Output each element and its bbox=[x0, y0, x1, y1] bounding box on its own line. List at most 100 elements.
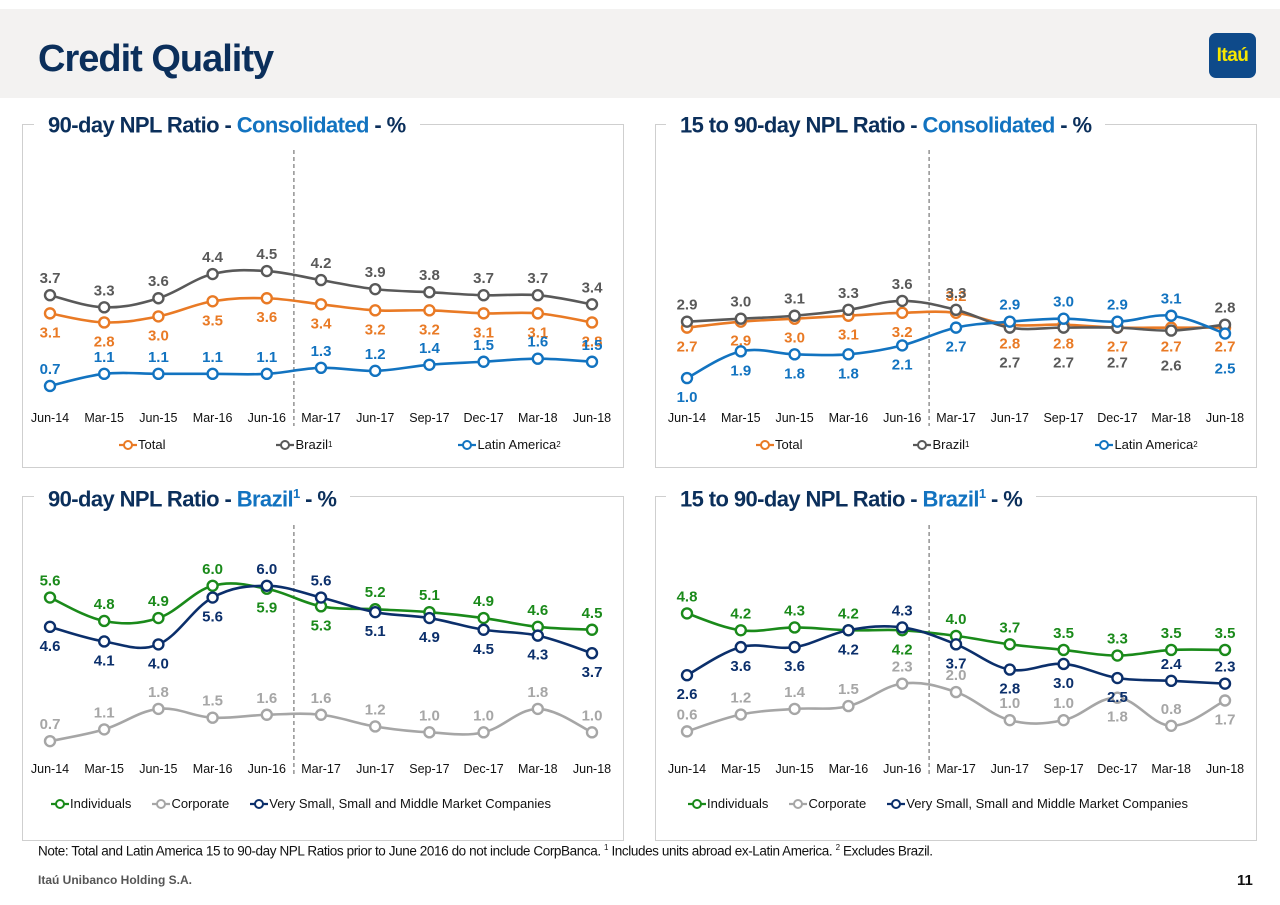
legend-sup: 1 bbox=[327, 440, 333, 449]
data-label-corporate: 1.2 bbox=[730, 690, 751, 707]
data-point-total bbox=[477, 307, 490, 320]
x-tick-label: Sep-17 bbox=[409, 411, 449, 425]
data-label-brazil: 3.7 bbox=[473, 270, 494, 287]
title-sup: 1 bbox=[293, 486, 300, 501]
data-point-corporate bbox=[152, 702, 165, 716]
data-label-brazil: 4.4 bbox=[202, 249, 224, 266]
data-label-total: 3.0 bbox=[784, 330, 805, 347]
data-label-total: 3.6 bbox=[256, 309, 277, 326]
data-label-total: 2.7 bbox=[1215, 339, 1236, 356]
data-point-total bbox=[585, 316, 599, 329]
data-point-smb bbox=[1057, 657, 1070, 671]
data-label-brazil: 3.1 bbox=[784, 291, 805, 308]
x-tick-label: Jun-16 bbox=[883, 762, 921, 776]
header-bar bbox=[0, 9, 1280, 98]
legend-item-total: Total bbox=[755, 437, 802, 452]
data-point-latam bbox=[1218, 327, 1232, 340]
data-label-smb: 4.6 bbox=[40, 638, 61, 655]
data-point-individuals bbox=[585, 623, 599, 636]
x-tick-label: Sep-17 bbox=[409, 762, 449, 776]
x-tick-label: Mar-17 bbox=[936, 411, 976, 425]
data-point-corporate bbox=[1218, 694, 1232, 707]
title-accent: Brazil bbox=[922, 486, 980, 512]
data-label-smb: 4.3 bbox=[892, 602, 913, 619]
data-point-smb bbox=[43, 620, 57, 634]
chart-npl15-90-brazil: Jun-14 Mar-15 Jun-15 Mar-16 Jun-16 Mar-17 Jun-… bbox=[668, 525, 1244, 777]
data-point-latam bbox=[152, 367, 165, 381]
data-label-total: 3.2 bbox=[419, 321, 440, 338]
data-point-corporate bbox=[97, 723, 111, 736]
legend-label: Corporate bbox=[171, 796, 230, 811]
data-point-smb bbox=[260, 579, 274, 592]
x-tick-label: Mar-16 bbox=[193, 411, 233, 425]
legend-label: Brazil bbox=[932, 437, 965, 452]
data-label-individuals: 4.2 bbox=[838, 605, 859, 622]
x-tick-label: Mar-18 bbox=[1151, 762, 1191, 776]
data-point-latam bbox=[314, 361, 328, 375]
data-point-brazil bbox=[585, 298, 599, 311]
data-label-smb: 4.9 bbox=[419, 629, 440, 646]
x-tick-label: Jun-18 bbox=[573, 762, 611, 776]
data-label-brazil: 3.9 bbox=[365, 264, 386, 281]
legend-item-corporate: Corporate bbox=[151, 796, 229, 811]
itau-logo: Itaú bbox=[1209, 33, 1256, 78]
title-prefix: 15 to 90-day NPL Ratio - bbox=[680, 112, 923, 138]
data-label-total: 2.7 bbox=[677, 339, 698, 356]
data-label-latam: 0.7 bbox=[40, 361, 61, 378]
data-point-total bbox=[97, 316, 111, 329]
data-label-smb: 2.5 bbox=[1107, 689, 1128, 706]
data-label-corporate: 1.0 bbox=[473, 707, 494, 724]
x-tick-label: Jun-17 bbox=[356, 411, 394, 425]
data-label-latam: 1.8 bbox=[784, 365, 805, 382]
data-point-smb bbox=[531, 629, 544, 642]
legend-marker-icon bbox=[119, 439, 137, 450]
data-point-corporate bbox=[314, 708, 328, 721]
legend-label: Latin America bbox=[477, 437, 557, 452]
data-label-total: 2.7 bbox=[1161, 339, 1182, 356]
data-point-latam bbox=[43, 379, 57, 393]
data-label-corporate: 1.1 bbox=[94, 704, 115, 721]
x-tick-label: Jun-14 bbox=[31, 762, 69, 776]
data-label-brazil: 3.6 bbox=[148, 273, 169, 290]
data-point-smb bbox=[314, 591, 328, 604]
data-label-total: 2.8 bbox=[582, 333, 603, 350]
data-point-corporate bbox=[1111, 691, 1124, 704]
data-label-individuals: 5.2 bbox=[365, 584, 386, 601]
legend-brazil: Individuals Corporate Very Small, Small an… bbox=[687, 796, 1188, 811]
legend-item-individuals: Individuals bbox=[50, 796, 131, 811]
data-label-smb: 5.1 bbox=[365, 623, 386, 640]
data-label-total: 3.4 bbox=[311, 315, 333, 332]
x-tick-label: Mar-15 bbox=[84, 411, 124, 425]
data-label-latam: 1.1 bbox=[148, 349, 169, 366]
data-point-smb bbox=[949, 638, 963, 651]
data-label-corporate: 1.5 bbox=[202, 693, 223, 710]
legend-item-corporate: Corporate bbox=[788, 796, 866, 811]
x-tick-label: Jun-17 bbox=[991, 762, 1029, 776]
data-label-corporate: 1.6 bbox=[311, 690, 332, 707]
title-prefix: 90-day NPL Ratio - bbox=[48, 486, 237, 512]
legend-label: Very Small, Small and Middle Market Comp… bbox=[906, 796, 1189, 811]
data-label-latam: 2.1 bbox=[892, 356, 913, 373]
data-point-individuals bbox=[788, 621, 801, 634]
data-label-latam: 3.1 bbox=[1161, 291, 1182, 308]
legend-sup: 2 bbox=[1193, 440, 1198, 449]
data-point-individuals bbox=[152, 611, 165, 625]
x-tick-label: Mar-18 bbox=[518, 762, 558, 776]
legend-item-total: Total bbox=[118, 437, 165, 452]
data-point-latam bbox=[1111, 315, 1124, 328]
data-point-smb bbox=[97, 635, 111, 648]
legend-label: Total bbox=[775, 437, 803, 452]
data-label-total: 2.8 bbox=[94, 333, 115, 350]
legend-label: Very Small, Small and Middle Market Comp… bbox=[269, 796, 552, 811]
data-point-latam bbox=[206, 367, 219, 381]
x-tick-label: Jun-18 bbox=[573, 411, 611, 425]
data-label-smb: 5.6 bbox=[202, 609, 223, 626]
x-tick-label: Mar-18 bbox=[1151, 411, 1191, 425]
title-prefix: 15 to 90-day NPL Ratio - bbox=[680, 486, 923, 512]
legend-brazil: Individuals Corporate Very Small, Small an… bbox=[50, 796, 551, 811]
data-label-corporate: 1.0 bbox=[582, 707, 603, 724]
data-point-total bbox=[314, 298, 328, 311]
legend-item-individuals: Individuals bbox=[687, 796, 768, 811]
data-label-brazil: 3.7 bbox=[527, 270, 548, 287]
legend-marker-icon bbox=[688, 798, 706, 809]
